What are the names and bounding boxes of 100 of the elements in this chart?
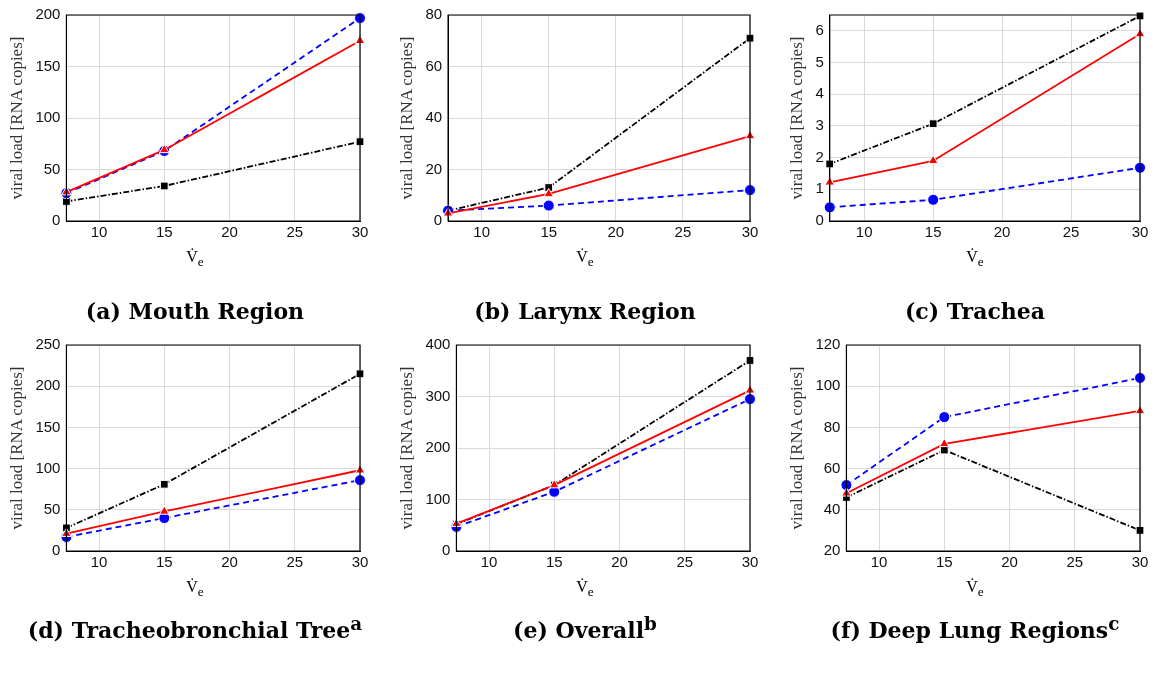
y-axis-title: viral load [RNA copies] [6,36,26,200]
point [927,193,940,206]
x-tick-label: 25 [286,553,304,571]
y-tick-label: 100 [815,376,841,394]
x-axis-title: V̇$_{e}$ [965,248,985,271]
point [159,479,169,489]
x-tick-label: 20 [1001,553,1018,571]
point [1135,526,1145,535]
point [355,369,365,379]
x-axis-title: V̇$_{e}$ [575,248,595,271]
x-tick-label: 30 [741,223,759,241]
x-tick-label: 20 [221,553,238,571]
x-tick-label: 10 [90,223,108,241]
y-tick-label: 400 [425,335,451,353]
y-tick-label: 0 [52,211,61,229]
point [825,159,835,169]
y-tick-label: 150 [35,417,61,435]
y-axis-title: viral load [RNA copies] [6,366,26,530]
y-tick-label: 200 [425,438,451,456]
x-axis-title: V̇$_{e}$ [185,578,205,601]
point [823,201,836,214]
x-tick-label: 30 [1131,553,1149,571]
y-tick-label: 20 [425,159,443,177]
x-tick-label: 10 [473,223,490,241]
y-tick-label: 0 [52,541,61,559]
text: (d) Tracheobronchial Tree$^{a}$ [26,613,364,644]
x-tick-label: 15 [540,223,558,241]
y-tick-label: 60 [823,458,841,476]
point [61,527,72,537]
x-tick-label: 30 [351,223,369,241]
x-tick-label: 15 [545,553,563,571]
text: (c) Trachea [903,298,1047,324]
x-tick-label: 20 [221,223,238,241]
y-tick-label: 100 [425,489,451,507]
y-tick-label: 200 [35,376,61,394]
y-tick-label: 20 [823,541,841,559]
x-tick-label: 30 [741,553,759,571]
y-axis-title: viral load [RNA copies] [396,366,416,530]
x-tick-label: 30 [351,553,369,571]
y-tick-label: 50 [43,499,61,517]
x-axis-title: V̇$_{e}$ [185,248,205,271]
y-axis-title: viral load [RNA copies] [786,366,806,530]
point [542,199,555,212]
text: (a) Mouth Region [84,298,306,324]
y-axis-title: viral load [RNA copies] [396,36,416,200]
y-tick-label: 120 [815,335,841,353]
text: (b) Larynx Region [473,298,697,324]
y-tick-label: 2 [815,147,824,165]
x-tick-label: 10 [480,553,498,571]
y-tick-label: 5 [815,52,824,70]
x-tick-label: 25 [1066,553,1084,571]
x-tick-label: 20 [611,553,628,571]
x-tick-label: 15 [935,553,953,571]
y-tick-label: 250 [35,335,61,353]
x-tick-label: 25 [1062,223,1080,241]
y-tick-label: 3 [815,116,824,134]
x-tick-label: 10 [90,553,108,571]
point [928,119,938,129]
y-tick-label: 80 [425,5,443,23]
point [927,154,939,165]
point [1135,11,1145,21]
y-tick-label: 4 [815,84,824,102]
point [745,33,755,43]
x-tick-label: 20 [993,223,1011,241]
y-tick-label: 0 [433,211,443,229]
x-tick-label: 25 [676,553,694,571]
point [824,176,836,186]
text: (f) Deep Lung Regions$^{c}$ [829,613,1121,644]
y-tick-label: 100 [35,458,61,476]
y-tick-label: 40 [425,108,443,126]
y-tick-label: 6 [815,20,824,38]
y-tick-label: 1 [815,179,824,197]
point [938,411,951,424]
point [841,487,852,497]
x-tick-label: 15 [155,553,173,571]
x-tick-label: 20 [607,223,625,241]
y-axis-title: viral load [RNA copies] [786,36,806,200]
x-tick-label: 15 [924,223,942,241]
point [61,186,72,196]
y-tick-label: 200 [35,5,61,23]
point [159,181,169,191]
x-tick-label: 10 [855,223,873,241]
x-tick-label: 30 [1131,223,1149,241]
point [745,356,755,365]
point [939,437,950,448]
y-tick-label: 100 [35,108,61,126]
x-tick-label: 25 [286,223,304,241]
x-axis-title: V̇$_{e}$ [965,578,985,601]
x-axis-title: V̇$_{e}$ [575,578,595,601]
y-tick-label: 150 [35,56,61,74]
text: (e) Overall$^{b}$ [512,613,658,644]
point [355,137,365,147]
y-tick-label: 40 [823,499,841,517]
y-tick-label: 0 [815,211,824,229]
x-tick-label: 15 [155,223,173,241]
point [159,505,170,515]
y-tick-label: 0 [442,541,451,559]
x-tick-label: 25 [674,223,692,241]
y-tick-label: 80 [823,417,841,435]
point [543,187,554,198]
